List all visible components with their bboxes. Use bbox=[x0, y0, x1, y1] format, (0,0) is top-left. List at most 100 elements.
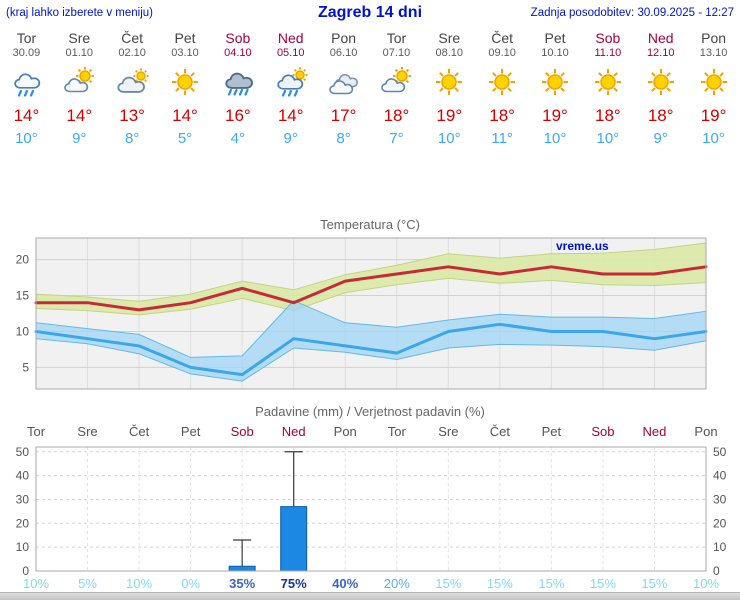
svg-text:40: 40 bbox=[16, 469, 30, 483]
temp-min: 11° bbox=[491, 130, 513, 147]
svg-text:vreme.us: vreme.us bbox=[556, 239, 609, 253]
day-column[interactable]: Ned 05.10 14° 9° bbox=[264, 30, 317, 149]
day-date: 30.09 bbox=[12, 47, 41, 59]
svg-text:10%: 10% bbox=[126, 576, 152, 591]
weather-icon-sunny bbox=[476, 63, 529, 103]
weather-icon-partly-cloudy bbox=[370, 63, 423, 103]
temp-min: 4° bbox=[230, 130, 246, 147]
day-column[interactable]: Pet 10.10 19° 10° bbox=[529, 30, 582, 149]
svg-text:15%: 15% bbox=[435, 576, 461, 591]
horizontal-scrollbar[interactable] bbox=[0, 592, 740, 600]
svg-text:10%: 10% bbox=[23, 576, 49, 591]
svg-text:15%: 15% bbox=[590, 576, 616, 591]
precipitation-chart: Tor Sre Čet Pet Sob Ned Pon Tor Sre Čet Pet Sob Ned P… bbox=[16, 424, 727, 591]
temp-min: 9° bbox=[653, 130, 668, 147]
day-date: 13.10 bbox=[699, 47, 728, 59]
svg-text:5%: 5% bbox=[78, 576, 97, 591]
day-column[interactable]: Pet 03.10 14° 5° bbox=[159, 30, 212, 149]
temp-max: 13° bbox=[119, 106, 145, 125]
temp-max: 18° bbox=[647, 106, 674, 125]
svg-text:Pet: Pet bbox=[542, 424, 562, 439]
weather-icon-mostly-cloudy bbox=[106, 63, 159, 103]
svg-text:Čet: Čet bbox=[129, 424, 150, 439]
svg-text:15: 15 bbox=[16, 289, 30, 303]
day-column[interactable]: Čet 09.10 18° 11° bbox=[476, 30, 529, 149]
temp-max: 18° bbox=[594, 106, 621, 125]
day-column[interactable]: Tor 07.10 18° 7° bbox=[370, 30, 423, 149]
weather-icon-sunny bbox=[634, 63, 687, 103]
temp-max: 14° bbox=[66, 106, 93, 125]
weather-icon-sunny bbox=[529, 63, 582, 103]
day-name: Čet bbox=[491, 30, 514, 46]
day-column[interactable]: Ned 12.10 18° 9° bbox=[634, 30, 687, 149]
day-column[interactable]: Pon 13.10 19° 10° bbox=[687, 30, 740, 149]
svg-text:35%: 35% bbox=[229, 576, 255, 591]
svg-text:40%: 40% bbox=[332, 576, 358, 591]
temp-max: 17° bbox=[330, 106, 357, 125]
day-date: 01.10 bbox=[65, 47, 94, 59]
day-date: 07.10 bbox=[382, 47, 411, 59]
svg-text:0%: 0% bbox=[181, 576, 200, 591]
location-note: (kraj lahko izberete v meniju) bbox=[6, 7, 154, 19]
header: (kraj lahko izberete v meniju) Zagreb 14… bbox=[0, 0, 740, 26]
temp-max: 14° bbox=[172, 106, 198, 125]
svg-text:Sob: Sob bbox=[231, 424, 254, 439]
svg-text:Čet: Čet bbox=[490, 424, 511, 439]
day-name: Pet bbox=[544, 30, 566, 46]
svg-text:Tor: Tor bbox=[388, 424, 407, 439]
svg-text:20: 20 bbox=[16, 253, 30, 267]
svg-text:Pon: Pon bbox=[334, 424, 357, 439]
temp-max: 19° bbox=[700, 106, 727, 125]
day-column[interactable]: Sre 08.10 19° 10° bbox=[423, 30, 476, 149]
weather-icon-cloudy bbox=[317, 63, 370, 103]
day-name: Pon bbox=[701, 30, 727, 46]
svg-text:10: 10 bbox=[713, 540, 727, 554]
svg-text:20: 20 bbox=[713, 516, 727, 530]
day-name: Pet bbox=[174, 30, 196, 46]
day-name: Tor bbox=[16, 30, 37, 46]
day-column[interactable]: Sob 04.10 16° 4° bbox=[211, 30, 264, 149]
day-name: Čet bbox=[121, 30, 144, 46]
weather-icon-sunny bbox=[687, 63, 740, 103]
svg-text:15%: 15% bbox=[487, 576, 513, 591]
day-date: 10.10 bbox=[541, 47, 569, 59]
svg-text:Sre: Sre bbox=[438, 424, 458, 439]
day-column[interactable]: Čet 02.10 13° 8° bbox=[106, 30, 159, 149]
svg-text:5: 5 bbox=[22, 360, 29, 374]
svg-text:10: 10 bbox=[16, 540, 30, 554]
day-column[interactable]: Sre 01.10 14° 9° bbox=[53, 30, 106, 149]
svg-text:50: 50 bbox=[16, 445, 30, 459]
day-column[interactable]: Pon 06.10 17° 8° bbox=[317, 30, 370, 149]
day-date: 12.10 bbox=[646, 47, 675, 59]
forecast-days-strip: Tor 30.09 14° 10° Sre 01.10 14° 9° Čet 02.10 13° 8°… bbox=[0, 30, 740, 149]
temp-max: 16° bbox=[224, 106, 251, 125]
svg-text:40: 40 bbox=[713, 469, 727, 483]
temp-min: 10° bbox=[596, 130, 620, 147]
svg-text:Pon: Pon bbox=[694, 424, 717, 439]
temp-min: 10° bbox=[437, 130, 461, 147]
temp-max: 18° bbox=[489, 106, 515, 125]
temp-min: 7° bbox=[389, 130, 404, 147]
temp-min: 9° bbox=[283, 130, 298, 147]
svg-text:15%: 15% bbox=[538, 576, 564, 591]
svg-text:Ned: Ned bbox=[643, 424, 667, 439]
svg-text:Sob: Sob bbox=[591, 424, 614, 439]
svg-text:20%: 20% bbox=[384, 576, 410, 591]
day-name: Ned bbox=[277, 30, 304, 46]
svg-text:20: 20 bbox=[16, 516, 30, 530]
day-name: Sob bbox=[225, 30, 251, 46]
day-name: Sre bbox=[438, 30, 461, 46]
day-name: Sob bbox=[595, 30, 621, 46]
day-column[interactable]: Sob 11.10 18° 10° bbox=[581, 30, 634, 149]
temp-min: 10° bbox=[15, 130, 38, 147]
temp-max: 18° bbox=[383, 106, 410, 125]
weather-icon-partly-cloudy bbox=[53, 63, 106, 103]
weather-icon-heavy-rain bbox=[211, 63, 264, 103]
svg-text:50: 50 bbox=[713, 445, 727, 459]
weather-icon-sunny bbox=[159, 63, 212, 103]
day-name: Tor bbox=[386, 30, 407, 46]
day-date: 05.10 bbox=[276, 47, 305, 59]
day-date: 06.10 bbox=[329, 47, 358, 59]
day-column[interactable]: Tor 30.09 14° 10° bbox=[0, 30, 53, 149]
